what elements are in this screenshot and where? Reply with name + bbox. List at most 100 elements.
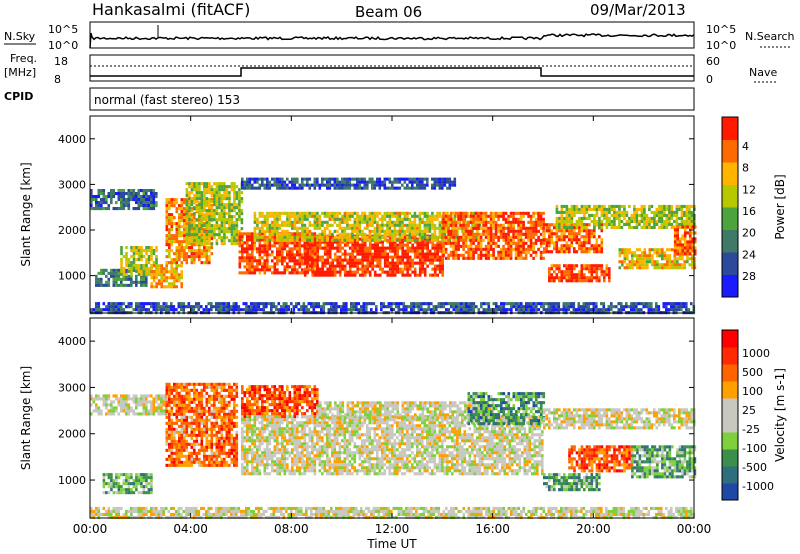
heatmap-cell (378, 238, 382, 242)
heatmap-cell (228, 200, 231, 204)
heatmap-cell (276, 241, 279, 245)
heatmap-cell (228, 230, 231, 234)
heatmap-cell (185, 198, 189, 202)
heatmap-cell (368, 246, 372, 250)
heatmap-cell (371, 258, 374, 262)
heatmap-cell (373, 238, 377, 242)
heatmap-cell (473, 235, 477, 239)
heatmap-cell (635, 216, 639, 220)
heatmap-cell (213, 227, 216, 231)
heatmap-cell (298, 247, 302, 251)
heatmap-cell (286, 235, 289, 239)
heatmap-cell (403, 177, 407, 181)
heatmap-cell (421, 211, 424, 215)
heatmap-cell (618, 254, 622, 258)
heatmap-cell (97, 204, 101, 208)
heatmap-cell (411, 243, 414, 247)
heatmap-cell (396, 243, 399, 247)
heatmap-cell (428, 220, 432, 224)
heatmap-cell (301, 223, 304, 227)
heatmap-cell (436, 235, 439, 239)
heatmap-cell (122, 195, 126, 199)
heatmap-cell (348, 177, 352, 181)
heatmap-cell (127, 258, 131, 262)
heatmap-cell (323, 220, 327, 224)
heatmap-cell (278, 214, 282, 218)
heatmap-cell (120, 201, 123, 205)
heatmap-cell (415, 305, 418, 309)
heatmap-cell (175, 261, 179, 265)
heatmap-cell (413, 220, 417, 224)
heatmap-cell (462, 238, 465, 242)
heatmap-cell (539, 238, 543, 242)
heatmap-cell (303, 252, 307, 256)
heatmap-cell (686, 257, 689, 261)
heatmap-cell (502, 247, 505, 251)
heatmap-cell (411, 234, 414, 238)
heatmap-cell (321, 183, 324, 187)
heatmap-cell (462, 253, 465, 257)
heatmap-cell (558, 238, 561, 242)
heatmap-cell (301, 235, 304, 239)
heatmap-cell (188, 191, 191, 195)
heatmap-cell (431, 220, 434, 224)
heatmap-cell (688, 246, 692, 250)
heatmap-cell (218, 194, 221, 198)
heatmap-cell (251, 247, 254, 251)
heatmap-cell (373, 183, 377, 187)
heatmap-cell (453, 177, 457, 181)
heatmap-cell (411, 223, 414, 227)
heatmap-cell (688, 207, 691, 211)
heatmap-cell (565, 213, 569, 217)
heatmap-cell (266, 220, 269, 224)
heatmap-cell (588, 213, 591, 217)
heatmap-cell (448, 177, 452, 181)
heatmap-cell (573, 210, 576, 214)
heatmap-cell (413, 246, 417, 250)
heatmap-cell (416, 180, 419, 184)
heatmap-cell (292, 305, 296, 309)
heatmap-cell (638, 257, 642, 261)
heatmap-cell (235, 239, 239, 243)
heatmap-cell (193, 227, 196, 231)
heatmap-cell (316, 211, 319, 215)
heatmap-cell (651, 254, 654, 258)
heatmap-cell (225, 191, 229, 195)
heatmap-cell (603, 210, 606, 214)
heatmap-cell (509, 238, 513, 242)
heatmap-cell (341, 177, 344, 181)
heatmap-cell (137, 255, 141, 259)
heatmap-cell (529, 226, 533, 230)
heatmap-cell (185, 255, 189, 259)
heatmap-cell (167, 305, 171, 309)
heatmap-cell (658, 263, 662, 267)
heatmap-cell (160, 264, 163, 268)
heatmap-cell (438, 177, 442, 181)
heatmap-cell (356, 270, 359, 274)
heatmap-cell (497, 223, 500, 227)
heatmap-cell (529, 220, 533, 224)
heatmap-cell (373, 273, 377, 277)
heatmap-cell (120, 280, 123, 284)
heatmap-cell (266, 235, 269, 239)
heatmap-cell (436, 273, 439, 277)
heatmap-cell (248, 177, 252, 181)
heatmap-cell (137, 308, 141, 312)
heatmap-cell (608, 210, 611, 214)
heatmap-cell (273, 211, 277, 215)
heatmap-cell (241, 247, 244, 251)
heatmap-cell (215, 200, 219, 204)
heatmap-cell (140, 267, 143, 271)
heatmap-cell (350, 308, 353, 312)
heatmap-cell (278, 177, 282, 181)
heatmap-cell (195, 206, 199, 210)
heatmap-cell (433, 252, 437, 256)
heatmap-cell (693, 237, 697, 241)
heatmap-cell (537, 229, 540, 233)
heatmap-cell (688, 237, 692, 241)
heatmap-cell (228, 203, 231, 207)
heatmap-cell (613, 222, 616, 226)
heatmap-cell (285, 308, 288, 312)
heatmap-cell (482, 247, 485, 251)
heatmap-cell (353, 223, 357, 227)
